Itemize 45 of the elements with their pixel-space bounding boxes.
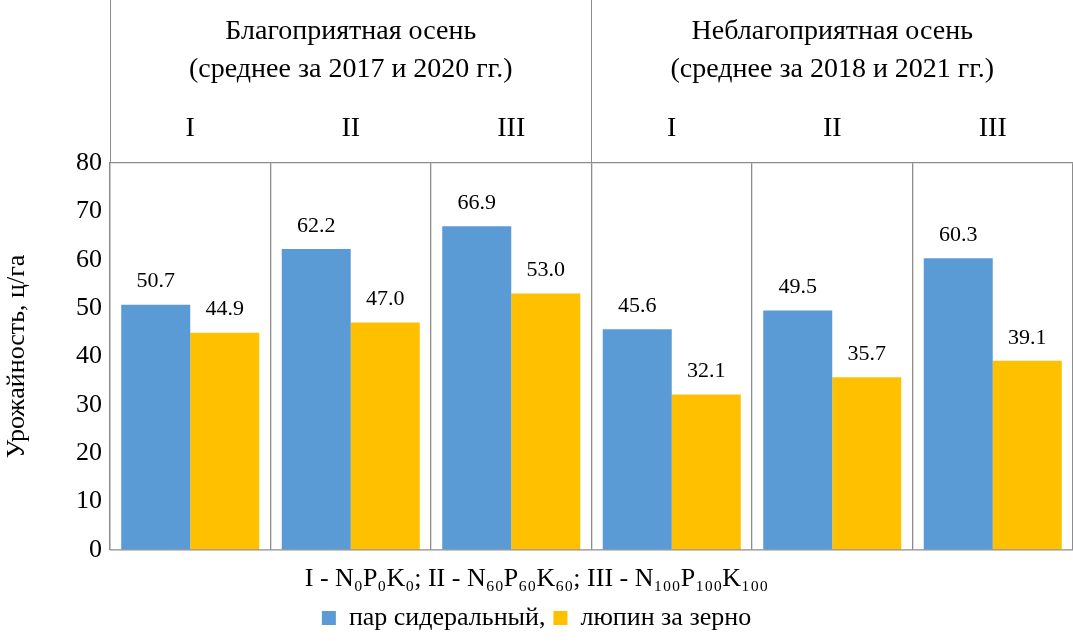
text: 50.7 bbox=[136, 267, 175, 293]
bar bbox=[763, 310, 833, 550]
y-tick-label: 10 bbox=[76, 485, 102, 515]
text: 45.6 bbox=[617, 292, 657, 318]
text: 62.2 bbox=[296, 211, 336, 237]
bar bbox=[511, 293, 581, 550]
bar bbox=[190, 332, 260, 550]
text: 47.0 bbox=[366, 285, 405, 311]
y-tick-label: 50 bbox=[76, 291, 102, 321]
x-axis-title: I - N₀P₀K₀; II - N₆₀P₆₀K₆₀; III - N₁₀₀P₁₀₀K₁₀₀ bbox=[304, 563, 769, 593]
y-tick-label: 40 bbox=[76, 340, 102, 370]
bar bbox=[602, 329, 672, 550]
y-tick-label: 30 bbox=[76, 388, 102, 418]
text: 49.5 bbox=[778, 273, 817, 299]
bar bbox=[281, 249, 351, 550]
bar bbox=[350, 322, 420, 550]
legend-label: пар сидеральный, bbox=[348, 601, 546, 631]
text: Неблагоприятная осень (среднее за 2018 и 2021 гг.) bbox=[670, 14, 995, 84]
bar bbox=[832, 377, 902, 550]
y-axis-title: Урожайность, ц/га bbox=[1, 254, 31, 459]
text: 53.0 bbox=[526, 256, 566, 282]
text: 60.3 bbox=[938, 221, 978, 247]
y-tick-label: 70 bbox=[76, 195, 102, 225]
bar bbox=[923, 258, 993, 550]
y-tick-label: 0 bbox=[89, 533, 102, 563]
bar bbox=[121, 304, 191, 550]
text: 66.9 bbox=[457, 189, 496, 215]
x-tick-label: III bbox=[978, 110, 1007, 142]
bar bbox=[671, 394, 741, 550]
x-tick-label: II bbox=[341, 110, 361, 142]
x-tick-label: III bbox=[497, 110, 526, 142]
text: 32.1 bbox=[687, 357, 726, 383]
x-tick-label: I bbox=[667, 110, 677, 142]
y-tick-label: 60 bbox=[76, 243, 102, 273]
bar bbox=[442, 226, 512, 550]
y-tick-label: 80 bbox=[76, 146, 102, 176]
text: 35.7 bbox=[847, 339, 887, 365]
legend-label: люпин за зерно bbox=[580, 601, 752, 631]
text: Благоприятная осень (среднее за 2017 и 2020 гг.) bbox=[188, 14, 513, 84]
x-tick-label: II bbox=[822, 110, 842, 142]
x-tick-label: I bbox=[185, 110, 195, 142]
text: 44.9 bbox=[205, 295, 245, 321]
y-tick-label: 20 bbox=[76, 436, 102, 466]
bar bbox=[992, 360, 1062, 550]
text: 39.1 bbox=[1008, 323, 1047, 349]
